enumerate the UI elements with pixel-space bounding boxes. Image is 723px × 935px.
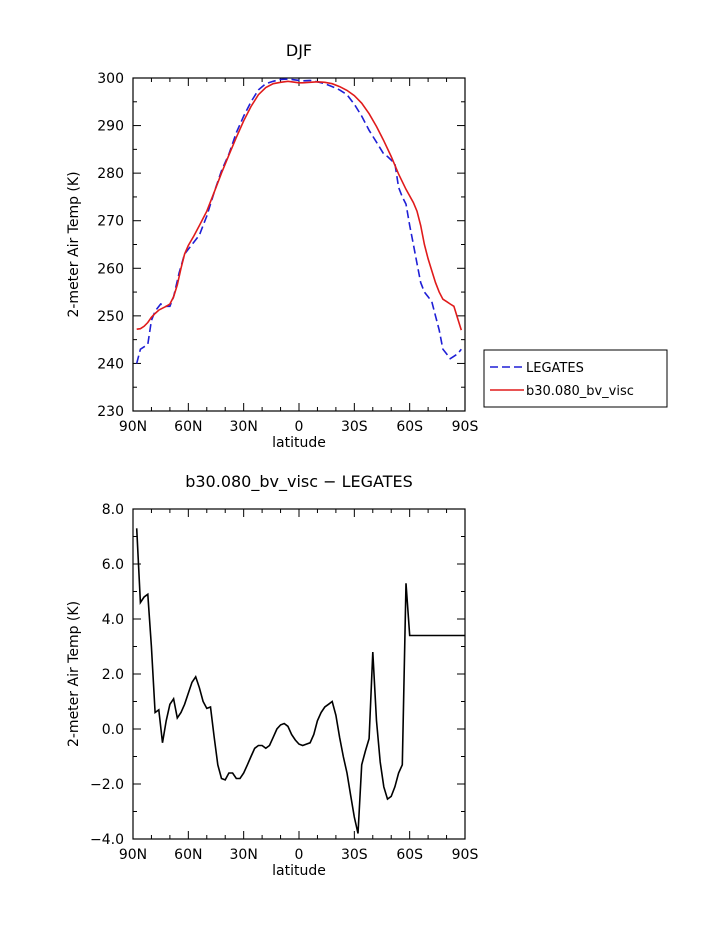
plot-frame — [132, 77, 466, 412]
x-tick-label: 0 — [295, 847, 304, 863]
djf-temperature-chart: DJF 90N 60N 30N 0 30S 60S 90S 230 240 250 260 270 280… — [66, 41, 478, 451]
y-tick-label: −4.0 — [90, 832, 124, 848]
y-tick-label: 290 — [97, 119, 124, 135]
x-tick-label: 60N — [174, 847, 202, 863]
y-tick-label: 230 — [97, 404, 124, 420]
legend-entry: LEGATES — [526, 361, 584, 376]
y-tick-label: −2.0 — [90, 777, 124, 793]
y-axis-label: 2-meter Air Temp (K) — [66, 171, 82, 317]
x-tick-label: 90S — [452, 419, 479, 435]
y-tick-label: 280 — [97, 166, 124, 182]
x-tick-label: 30N — [230, 847, 258, 863]
x-tick-label: 30S — [341, 847, 368, 863]
y-tick-label: 6.0 — [102, 557, 124, 573]
series-line-difference-0 — [135, 528, 465, 834]
y-tick-label: 300 — [97, 71, 124, 87]
x-tick-label: 60S — [396, 847, 423, 863]
x-tick-label: 90N — [119, 847, 147, 863]
x-tick-label: 30S — [341, 419, 368, 435]
y-tick-label: 0.0 — [102, 722, 124, 738]
y-tick-label: 4.0 — [102, 612, 124, 628]
series-line-b30-080-bv-visc — [136, 80, 463, 331]
difference-chart: b30.080_bv_visc − LEGATES 90N 60N 30N 0 30S 60… — [66, 472, 478, 879]
y-tick-label: 2.0 — [102, 667, 124, 683]
legend-box — [483, 349, 668, 408]
x-axis-label: latitude — [272, 435, 326, 451]
legend: LEGATES b30.080_bv_visc — [483, 349, 668, 408]
y-tick-label: 260 — [97, 261, 124, 277]
x-tick-label: 90N — [119, 419, 147, 435]
legend-entry: b30.080_bv_visc — [526, 384, 634, 399]
x-tick-label: 60S — [396, 419, 423, 435]
y-tick-label: 240 — [97, 356, 124, 372]
y-tick-label: 8.0 — [102, 502, 124, 518]
y-tick-label: 250 — [97, 309, 124, 325]
x-axis-label: latitude — [272, 863, 326, 879]
x-tick-label: 0 — [295, 419, 304, 435]
chart-title: DJF — [286, 41, 312, 60]
x-tick-label: 90S — [452, 847, 479, 863]
plot-frame — [132, 508, 466, 840]
y-tick-label: 270 — [97, 214, 124, 230]
chart-title: b30.080_bv_visc − LEGATES — [185, 472, 413, 492]
series-line-legates — [135, 78, 462, 364]
y-axis-label: 2-meter Air Temp (K) — [66, 601, 82, 747]
x-tick-label: 30N — [230, 419, 258, 435]
x-tick-label: 60N — [174, 419, 202, 435]
